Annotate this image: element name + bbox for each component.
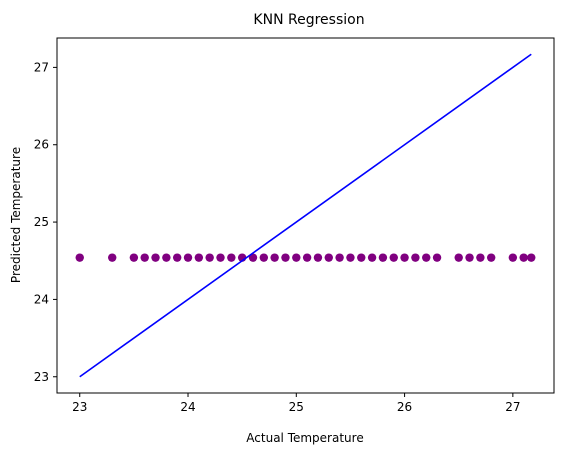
- y-axis: 23 24 25 26 27: [34, 60, 57, 384]
- scatter-point: [508, 253, 518, 262]
- y-axis-label: Predicted Temperature: [9, 147, 23, 283]
- scatter-point: [346, 253, 355, 262]
- regression-line: [79, 53, 532, 378]
- scatter-point: [172, 253, 182, 262]
- scatter-point: [357, 253, 366, 262]
- scatter-point: [194, 253, 204, 262]
- scatter-point: [151, 253, 160, 262]
- scatter-point: [411, 253, 420, 262]
- scatter-point: [335, 253, 344, 262]
- scatter-point: [519, 253, 528, 262]
- scatter-point: [227, 253, 236, 262]
- scatter-point: [422, 253, 431, 262]
- y-tick-label: 24: [34, 292, 49, 306]
- scatter-point: [302, 253, 312, 262]
- scatter-point: [108, 253, 117, 262]
- x-tick-label: 26: [397, 400, 412, 414]
- x-tick-label: 24: [180, 400, 195, 414]
- scatter-point: [465, 253, 474, 262]
- scatter-point: [324, 253, 333, 262]
- x-tick-label: 27: [505, 400, 520, 414]
- scatter-point: [140, 253, 149, 262]
- y-tick-label: 26: [34, 138, 49, 152]
- scatter-point: [216, 253, 225, 262]
- scatter-point: [400, 253, 409, 262]
- scatter-point: [281, 253, 290, 262]
- scatter-point: [248, 253, 258, 262]
- scatter-point: [183, 253, 193, 262]
- scatter-point: [476, 253, 485, 262]
- scatter-point: [527, 253, 536, 262]
- y-tick-label: 23: [34, 370, 49, 384]
- scatter-point: [378, 253, 388, 262]
- scatter-point: [162, 253, 171, 262]
- scatter-point: [454, 253, 463, 262]
- scatter-point: [486, 253, 496, 262]
- scatter-point: [292, 253, 301, 262]
- x-tick-label: 23: [72, 400, 87, 414]
- y-tick-label: 27: [34, 60, 49, 74]
- plot-area: [75, 53, 536, 378]
- x-tick-label: 25: [289, 400, 304, 414]
- scatter-point: [367, 253, 377, 262]
- scatter-point: [270, 253, 279, 262]
- scatter-point: [129, 253, 139, 262]
- y-tick-label: 25: [34, 215, 49, 229]
- chart-title: KNN Regression: [253, 12, 364, 28]
- scatter-point: [313, 253, 323, 262]
- scatter-point: [259, 253, 269, 262]
- scatter-point: [389, 253, 398, 262]
- x-axis: 23 24 25 26 27: [72, 393, 520, 414]
- scatter-point: [432, 253, 442, 262]
- x-axis-label: Actual Temperature: [246, 431, 363, 445]
- plot-frame: [56, 37, 555, 394]
- scatter-point: [75, 253, 84, 262]
- scatter-point: [205, 253, 214, 262]
